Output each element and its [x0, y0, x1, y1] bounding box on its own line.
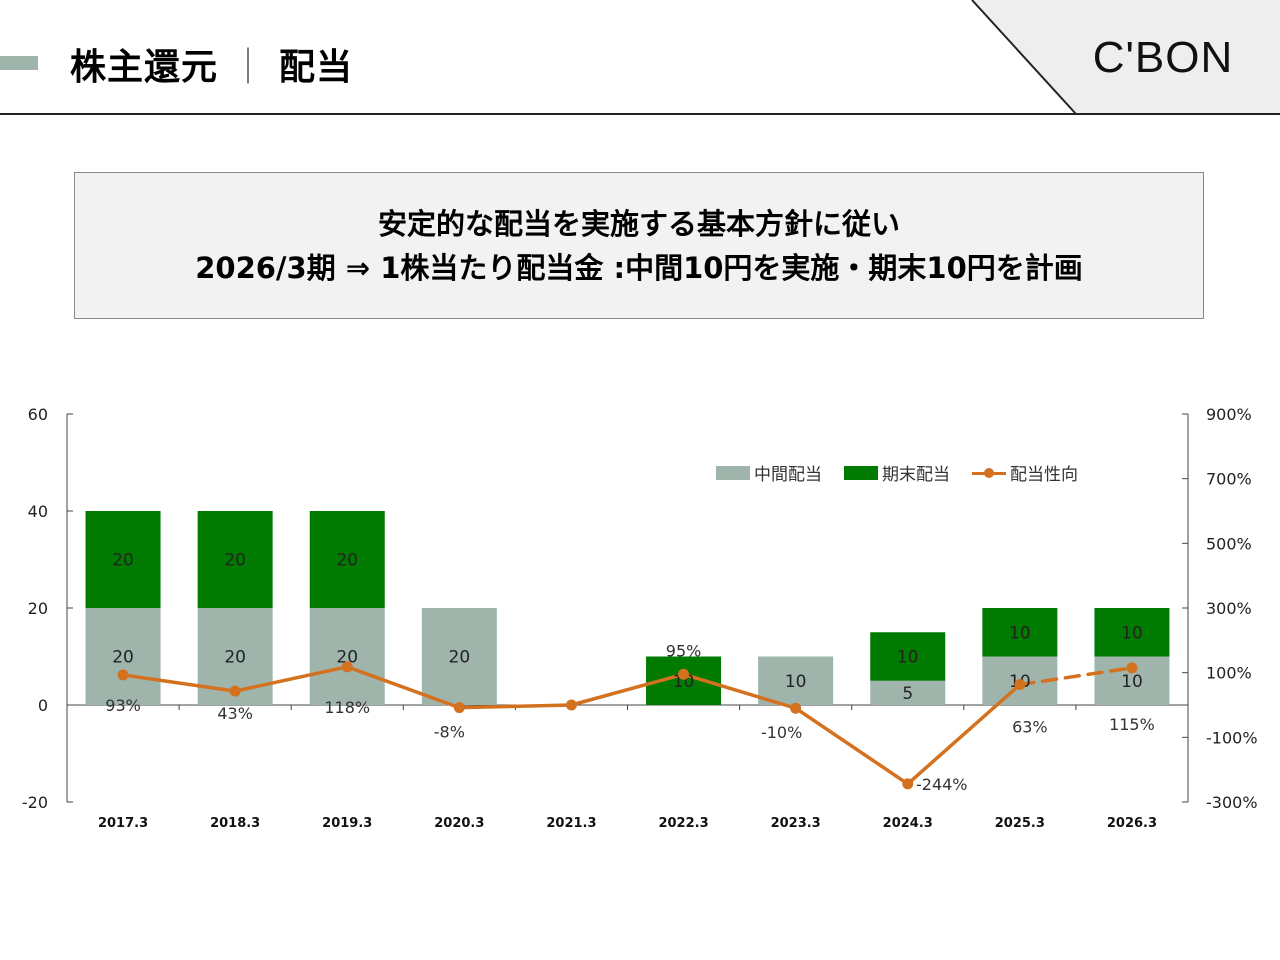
bar-year-end: [982, 608, 1058, 657]
header-corner-panel: [971, 0, 1280, 115]
right-axis-tick-label: 500%: [1206, 534, 1252, 553]
bar-label-year-end: 10: [673, 672, 695, 692]
payout-line-segment: [1018, 666, 1134, 687]
right-axis-tick-label: 700%: [1206, 470, 1252, 489]
legend-item-payout: 配当性向: [972, 460, 1078, 485]
payout-label: -8%: [434, 723, 465, 742]
payout-line-segment: [457, 703, 574, 710]
x-axis-label: 2019.3: [322, 816, 372, 831]
bar-year-end: [85, 511, 161, 608]
x-axis-label: 2021.3: [546, 816, 596, 831]
header-divider: [0, 113, 1280, 115]
right-axis-tick-label: -300%: [1206, 793, 1258, 812]
payout-label: 43%: [217, 704, 253, 723]
right-axis-tick-label: -100%: [1206, 728, 1258, 747]
left-axis-tick-label: 20: [28, 599, 48, 618]
payout-marker: [902, 778, 914, 790]
bar-label-interim: 20: [336, 648, 358, 668]
payout-marker: [229, 685, 241, 697]
bar-label-year-end: 10: [1121, 623, 1143, 643]
payout-line-segment: [906, 682, 1022, 786]
payout-label: -10%: [761, 723, 802, 742]
payout-label: 115%: [1109, 715, 1155, 734]
payout-line-segment: [793, 706, 910, 786]
payout-line-segment: [681, 672, 798, 710]
payout-marker: [1014, 679, 1026, 691]
bar-interim: [309, 608, 385, 705]
policy-message-box: 安定的な配当を実施する基本方針に従い 2026/3期 ⇒ 1株当たり配当金 :中…: [74, 172, 1204, 319]
payout-label: 63%: [1012, 718, 1048, 737]
payout-marker: [341, 661, 353, 673]
bar-label-interim: 10: [1121, 672, 1143, 692]
left-axis-tick-label: 40: [28, 502, 48, 521]
bar-year-end: [309, 511, 385, 608]
left-axis-tick-label: 0: [38, 696, 48, 715]
payout-marker: [790, 702, 802, 714]
legend-label-year-end: 期末配当: [882, 465, 950, 485]
chart-legend: 中間配当 期末配当 配当性向: [716, 460, 1078, 485]
right-axis-tick-label: 900%: [1206, 405, 1252, 424]
page-title-main: 株主還元: [70, 47, 219, 88]
legend-label-payout: 配当性向: [1010, 465, 1078, 485]
policy-message-line2: 2026/3期 ⇒ 1株当たり配当金 :中間10円を実施・期末10円を計画: [195, 250, 1083, 285]
header-accent-bar: [0, 56, 38, 70]
x-axis-label: 2026.3: [1107, 816, 1157, 831]
bar-label-interim: 20: [224, 648, 246, 668]
bar-label-year-end: 20: [224, 551, 246, 571]
bar-interim: [85, 608, 161, 705]
left-axis-tick-label: -20: [22, 793, 48, 812]
payout-marker: [117, 669, 129, 681]
policy-message-line1: 安定的な配当を実施する基本方針に従い: [377, 206, 900, 241]
x-axis-label: 2024.3: [883, 816, 933, 831]
legend-swatch-interim: [716, 465, 750, 480]
payout-label: -244%: [916, 775, 968, 794]
bar-label-year-end: 10: [897, 648, 919, 668]
payout-marker: [565, 699, 577, 711]
page-title: 株主還元 ｜ 配当: [70, 36, 353, 92]
legend-item-interim: 中間配当: [716, 460, 822, 485]
bar-year-end: [197, 511, 273, 608]
x-axis-label: 2023.3: [771, 816, 821, 831]
bar-label-interim: 5: [902, 684, 913, 704]
payout-label: 118%: [324, 698, 370, 717]
payout-marker: [453, 702, 465, 714]
payout-line-segment: [569, 672, 686, 707]
bar-label-interim: 10: [785, 672, 807, 692]
legend-swatch-year-end: [844, 465, 878, 480]
bar-interim: [758, 656, 834, 705]
page-title-separator: ｜: [230, 47, 268, 88]
legend-label-interim: 中間配当: [754, 465, 822, 485]
bar-interim: [421, 608, 497, 705]
payout-marker: [678, 668, 690, 680]
bar-label-year-end: 10: [1009, 623, 1031, 643]
x-axis-label: 2022.3: [658, 816, 708, 831]
bar-label-interim: 20: [112, 648, 134, 668]
page-title-sub: 配当: [279, 47, 354, 88]
x-axis-label: 2017.3: [98, 816, 148, 831]
right-axis-tick-label: 100%: [1206, 664, 1252, 683]
bar-label-year-end: 20: [336, 551, 358, 571]
payout-line-segment: [233, 665, 349, 693]
payout-label: 95%: [666, 641, 702, 660]
x-axis-label: 2020.3: [434, 816, 484, 831]
legend-item-year-end: 期末配当: [844, 460, 950, 485]
left-axis-tick-label: 60: [28, 405, 48, 424]
payout-label: 93%: [105, 696, 141, 715]
bar-interim: [870, 680, 946, 705]
bar-label-interim: 20: [449, 648, 471, 668]
bar-year-end: [870, 632, 946, 681]
payout-marker: [1126, 662, 1138, 674]
bar-label-year-end: 20: [112, 551, 134, 571]
right-axis-tick-label: 300%: [1206, 599, 1252, 618]
company-logo: C'BON: [1092, 33, 1234, 82]
payout-line-segment: [121, 673, 237, 693]
payout-line-segment: [345, 665, 462, 710]
legend-swatch-payout: [972, 466, 1006, 480]
x-axis-label: 2025.3: [995, 816, 1045, 831]
bar-year-end: [1094, 608, 1170, 657]
x-axis-label: 2018.3: [210, 816, 260, 831]
